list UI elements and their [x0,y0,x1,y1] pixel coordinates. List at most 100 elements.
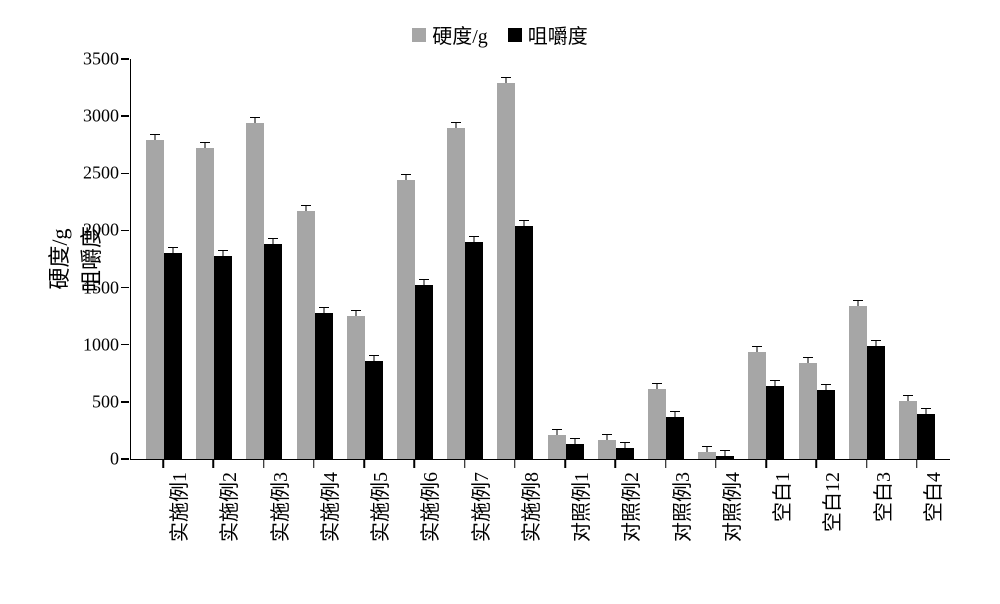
legend: 硬度/g 咀嚼度 [20,20,980,49]
error-bar-stem [624,443,625,448]
x-label-cell: 对照例4 [691,460,741,580]
bar-chart: 硬度/g 咀嚼度 硬度/g 咀嚼度 0500100015002000250030… [20,20,980,584]
bar [214,256,232,459]
error-bar-stem [725,451,726,456]
bar [264,244,282,459]
error-bar-stem [925,409,926,414]
error-bar-stem [173,248,174,253]
error-bar-stem [223,251,224,256]
error-bar-stem [506,78,507,83]
bar [146,140,164,459]
bar-group [691,452,741,459]
bar-group [741,352,791,459]
legend-label: 咀嚼度 [528,20,588,49]
error-bar-stem [305,206,306,211]
legend-swatch [412,28,426,42]
x-tick [665,460,667,468]
x-label-cell: 实施例2 [188,460,238,580]
bar [246,123,264,459]
bar [196,148,214,459]
error-bar-stem [155,135,156,140]
bar [716,456,734,459]
bar-group [189,148,239,459]
bar-group [541,435,591,459]
x-tick [564,460,566,468]
x-label-cell: 实施例7 [440,460,490,580]
bar [465,242,483,459]
y-tick-label: 0 [110,449,131,470]
bar [799,363,817,459]
bar [297,211,315,459]
x-label-cell: 空白4 [892,460,942,580]
bar [315,313,333,459]
error-bar-stem [857,301,858,306]
bar [515,226,533,459]
x-label-cell: 空白12 [791,460,841,580]
x-tick [363,460,365,468]
x-tick [313,460,315,468]
error-bar-stem [656,384,657,389]
bar [447,128,465,459]
y-tick-label: 3500 [83,49,131,70]
error-bar-stem [456,123,457,128]
x-label-cell: 对照例1 [540,460,590,580]
bar-group [440,128,490,459]
x-label-cell: 实施例5 [339,460,389,580]
legend-swatch [508,28,522,42]
error-bar-stem [273,239,274,244]
error-bar-stem [674,412,675,417]
x-label-cell: 实施例3 [239,460,289,580]
legend-item: 咀嚼度 [508,20,588,49]
x-tick [514,460,516,468]
x-tick [816,460,818,468]
error-bar-stem [474,237,475,242]
bar-group [139,140,189,459]
error-bar-stem [606,435,607,440]
x-label-cell: 实施例8 [490,460,540,580]
y-tick-label: 2000 [83,220,131,241]
legend-item: 硬度/g [412,20,488,49]
y-tick-label: 500 [92,391,131,412]
bar [347,316,365,459]
bar [397,180,415,459]
error-bar-stem [406,175,407,180]
bar [365,361,383,459]
bar [497,83,515,459]
x-label-cell: 实施例4 [289,460,339,580]
x-tick [162,460,164,468]
x-label-cell: 实施例1 [138,460,188,580]
x-label-cell: 对照例2 [590,460,640,580]
y-tick-label: 1500 [83,277,131,298]
x-tick [715,460,717,468]
error-bar-stem [875,341,876,346]
error-bar-stem [323,308,324,313]
x-tick [615,460,617,468]
bar-group [340,316,390,459]
bar [648,389,666,459]
error-bar-stem [424,280,425,285]
bar [849,306,867,459]
error-bar-stem [907,396,908,401]
y-tick-label: 2500 [83,163,131,184]
error-bar-stem [373,356,374,361]
bar-group [791,363,841,459]
bar-group [239,123,289,459]
plot-area: 硬度/g 咀嚼度 0500100015002000250030003500 [130,59,950,460]
bars-container [131,59,950,459]
x-label-cell: 空白3 [842,460,892,580]
bar-group [641,389,691,459]
bar-group [490,83,540,459]
bar [164,253,182,459]
bar [566,444,584,459]
bar [666,417,684,459]
x-label-cell: 空白1 [741,460,791,580]
error-bar-stem [757,347,758,352]
bar [548,435,566,459]
x-tick-label: 空白4 [917,472,946,522]
x-tick [213,460,215,468]
bar [415,285,433,459]
bar [598,440,616,459]
bar [817,390,835,459]
bar-group [842,306,892,459]
x-label-cell: 实施例6 [389,460,439,580]
